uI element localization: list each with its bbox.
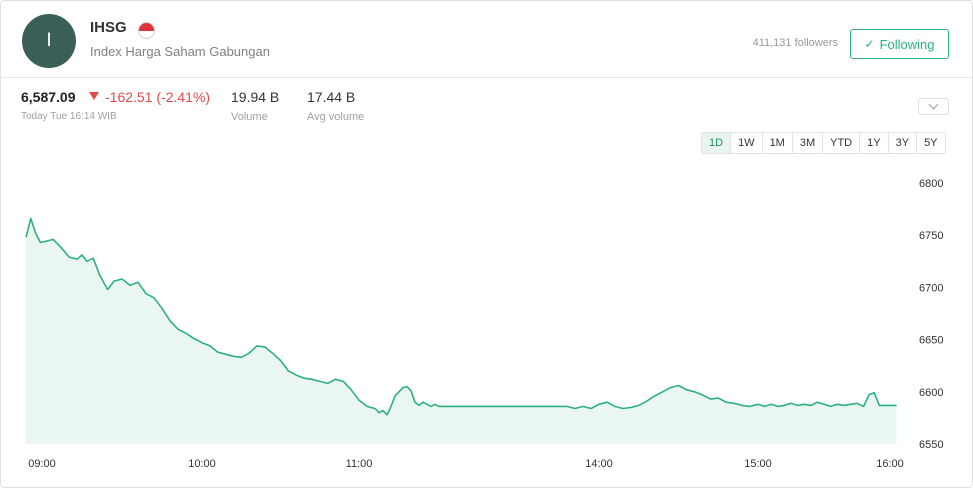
range-button-3y[interactable]: 3Y — [888, 133, 918, 153]
y-tick-label: 6550 — [919, 439, 943, 451]
avatar[interactable]: I — [22, 14, 76, 68]
price-change: -162.51 (-2.41%) — [105, 89, 211, 105]
x-tick-label: 11:00 — [346, 458, 373, 470]
check-icon: ✓ — [864, 37, 875, 51]
x-tick-label: 16:00 — [876, 458, 904, 470]
y-tick-label: 6750 — [919, 230, 943, 242]
following-button[interactable]: ✓ Following — [850, 29, 949, 59]
followers-count[interactable]: 411,131 followers — [752, 37, 838, 49]
collapse-toggle-button[interactable] — [918, 98, 949, 115]
volume-label: Volume — [231, 111, 268, 123]
x-tick-label: 09:00 — [28, 458, 56, 470]
x-tick-label: 14:00 — [585, 458, 613, 470]
range-selector: 1D 1W 1M 3M YTD 1Y 3Y 5Y — [701, 132, 946, 154]
triangle-down-icon — [89, 92, 99, 100]
y-tick-label: 6650 — [919, 335, 943, 347]
range-button-3m[interactable]: 3M — [792, 133, 824, 153]
y-tick-label: 6700 — [919, 282, 943, 294]
following-label: Following — [879, 36, 935, 52]
range-button-5y[interactable]: 5Y — [917, 133, 945, 153]
last-price: 6,587.09 — [21, 89, 76, 105]
range-button-1w[interactable]: 1W — [731, 133, 763, 153]
price-area-fill — [26, 218, 897, 444]
price-line — [25, 217, 897, 416]
chevron-down-icon — [928, 99, 939, 110]
x-tick-label: 10:00 — [188, 458, 216, 470]
avg-volume-value: 17.44 B — [307, 89, 356, 105]
stock-header: I IHSG Index Harga Saham Gabungan 411,13… — [1, 1, 972, 78]
stock-symbol[interactable]: IHSG — [90, 19, 127, 36]
y-tick-label: 6600 — [919, 387, 943, 399]
x-tick-label: 15:00 — [744, 458, 772, 470]
stock-full-name: Index Harga Saham Gabungan — [90, 44, 270, 59]
range-button-1m[interactable]: 1M — [762, 133, 793, 153]
price-chart[interactable]: 6800 6750 6700 6650 6600 6550 09:00 10:00 11:00 1… — [1, 161, 973, 488]
quote-time: Today Tue 16:14 WIB — [21, 111, 117, 122]
y-tick-label: 6800 — [919, 178, 943, 190]
range-button-ytd[interactable]: YTD — [823, 133, 861, 153]
avg-volume-label: Avg volume — [307, 111, 365, 123]
range-button-1d[interactable]: 1D — [702, 133, 732, 153]
range-button-1y[interactable]: 1Y — [860, 133, 889, 153]
indonesia-flag-icon — [138, 22, 155, 39]
volume-value: 19.94 B — [231, 89, 280, 105]
